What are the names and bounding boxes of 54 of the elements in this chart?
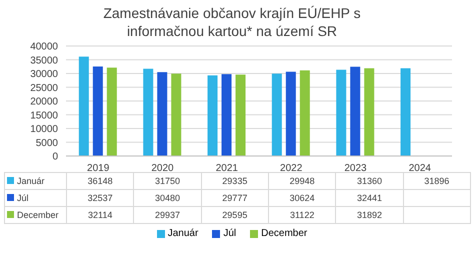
x-tick-label: 2021 [216,163,238,174]
text: Júl [17,193,29,203]
bar [286,72,296,156]
y-tick-label: 0 [52,152,58,163]
bar [400,68,411,156]
x-tick-label: 2022 [280,163,303,174]
x-tick-label: 2019 [87,163,110,174]
y-tick-label: 10000 [30,124,58,136]
data-label: 29937 [134,206,202,224]
data-label: 32114 [66,206,134,224]
y-tick-label: 15000 [30,110,58,122]
legend-label: Január [4,172,66,190]
text: December [17,210,59,220]
bar [336,70,346,156]
data-label: 29948 [268,172,336,190]
y-tick-label: 20000 [30,96,58,108]
data-label: 31892 [336,206,404,224]
x-tick-label: 2024 [408,163,432,174]
bar [157,72,168,156]
y-tick-label: 25000 [30,82,58,94]
x-tick-label: 2020 [151,163,174,174]
data-label: 29335 [201,172,268,190]
bar [78,56,89,156]
y-tick-label: 40000 [30,42,58,53]
bar [350,66,360,156]
text: Január [168,228,198,239]
data-label: 29777 [201,190,268,206]
x-tick-label: 2023 [344,163,368,174]
bar [236,74,246,156]
data-label: 31122 [268,206,336,224]
legend-label: Júl [222,228,236,239]
data-label: 31896 [403,172,470,190]
data-label: 32537 [66,190,134,206]
data-label: 30480 [134,190,202,206]
bar [222,74,232,156]
bar [300,70,310,156]
data-label: 32441 [336,190,404,206]
bar [171,74,182,156]
data-label: 31750 [134,172,202,190]
bar [106,68,117,156]
y-tick-label: 30000 [30,69,58,80]
bar [143,68,154,156]
y-tick-label: 35000 [30,55,58,66]
chart-title: Zamestnávanie občanov krajín EÚ/EHP s informačnou kartou* na území SR [102,4,362,40]
data-label: 29595 [201,206,268,224]
bar [208,75,218,156]
data-label: 36148 [66,172,134,190]
bar [272,74,282,156]
y-tick-label: 5000 [36,138,58,149]
legend-label: December [260,228,308,239]
data-label: 31360 [336,172,404,190]
bar [92,66,103,156]
bar [364,68,374,156]
data-label: 30624 [268,190,336,206]
